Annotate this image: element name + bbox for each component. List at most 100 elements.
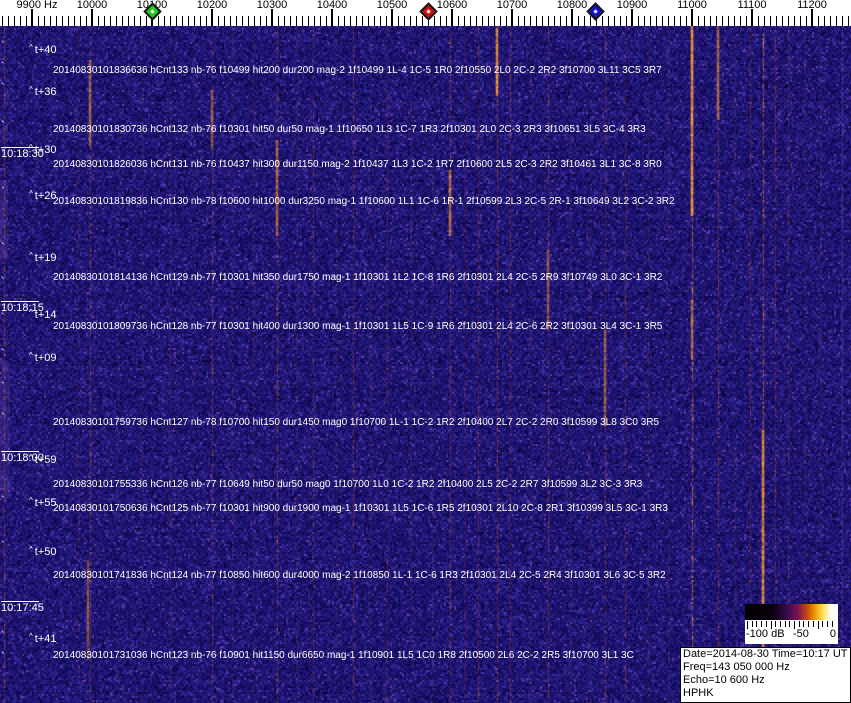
minor-tick bbox=[404, 16, 405, 26]
minor-tick bbox=[596, 16, 597, 26]
event-data-line: 20140830101819836 hCnt130 nb-78 f10600 h… bbox=[53, 196, 675, 207]
caret-icon: ^ bbox=[29, 143, 33, 152]
event-time-offset: ^ t+36 bbox=[29, 85, 56, 98]
caret-icon: ^ bbox=[29, 251, 33, 260]
minor-tick bbox=[314, 16, 315, 26]
minor-tick bbox=[98, 16, 99, 26]
event-data-line: 20140830101826036 hCnt131 nb-76 f10437 h… bbox=[53, 159, 662, 170]
time-label: 10:18:30 bbox=[1, 147, 44, 160]
colorbar-tick bbox=[808, 621, 810, 627]
frequency-label: 10700 bbox=[496, 0, 528, 11]
event-time-offset: ^ t+59 bbox=[29, 453, 57, 466]
minor-tick bbox=[62, 16, 63, 26]
minor-tick bbox=[788, 16, 789, 26]
event-data-line: 20140830101814136 hCnt129 nb-77 f10301 h… bbox=[53, 272, 663, 283]
minor-tick bbox=[296, 16, 297, 26]
minor-tick bbox=[218, 16, 219, 26]
minor-tick bbox=[20, 16, 21, 26]
major-tick bbox=[751, 9, 753, 26]
frequency-ruler: 9900 Hz100001010010200103001040010500106… bbox=[0, 0, 851, 26]
event-data-line: 20140830101731036 hCnt123 nb-76 f10901 h… bbox=[53, 650, 634, 661]
event-data-line: 20140830101830736 hCnt132 nb-76 f10301 h… bbox=[53, 124, 646, 135]
colorbar-ticks bbox=[745, 620, 838, 629]
minor-tick bbox=[86, 16, 87, 26]
time-tick-mark: ` bbox=[1, 186, 5, 198]
minor-tick bbox=[134, 16, 135, 26]
minor-tick bbox=[242, 16, 243, 26]
minor-tick bbox=[656, 16, 657, 26]
minor-tick bbox=[542, 16, 543, 26]
event-time-offset: ^ t+55 bbox=[29, 496, 56, 509]
minor-tick bbox=[764, 16, 765, 26]
time-tick-mark: ` bbox=[1, 120, 5, 132]
minor-tick bbox=[626, 16, 627, 26]
minor-tick bbox=[434, 16, 435, 26]
minor-tick bbox=[728, 16, 729, 26]
minor-tick bbox=[668, 16, 669, 26]
event-time-offset-label: t+59 bbox=[34, 454, 57, 466]
minor-tick bbox=[386, 16, 387, 26]
caret-icon: ^ bbox=[29, 308, 33, 317]
caret-icon: ^ bbox=[29, 632, 33, 641]
minor-tick bbox=[710, 16, 711, 26]
event-data-line: 20140830101759736 hCnt127 nb-78 f10700 h… bbox=[53, 417, 660, 428]
major-tick bbox=[31, 9, 33, 26]
frequency-label: 10300 bbox=[256, 0, 288, 11]
minor-tick bbox=[482, 16, 483, 26]
minor-tick bbox=[704, 16, 705, 26]
time-tick-mark: ` bbox=[1, 381, 5, 393]
major-tick bbox=[811, 9, 813, 26]
time-tick-mark: ` bbox=[1, 40, 5, 52]
event-data-line: 20140830101836636 hCnt133 nb-76 f10499 h… bbox=[53, 65, 662, 76]
minor-tick bbox=[230, 16, 231, 26]
minor-tick bbox=[524, 16, 525, 26]
major-tick bbox=[631, 9, 633, 26]
minor-tick bbox=[614, 16, 615, 26]
minor-tick bbox=[110, 16, 111, 26]
minor-tick bbox=[122, 16, 123, 26]
minor-tick bbox=[770, 16, 771, 26]
minor-tick bbox=[488, 16, 489, 26]
minor-tick bbox=[380, 16, 381, 26]
minor-tick bbox=[26, 16, 27, 26]
minor-tick bbox=[590, 16, 591, 26]
minor-tick bbox=[170, 16, 171, 26]
minor-tick bbox=[416, 16, 417, 26]
colorbar-tick bbox=[751, 621, 753, 627]
colorbar-tick bbox=[812, 621, 814, 627]
info-line: Freq=143 050 000 Hz bbox=[683, 661, 790, 673]
info-line: HPHK bbox=[683, 687, 714, 699]
minor-tick bbox=[74, 16, 75, 26]
event-time-offset-label: t+50 bbox=[34, 546, 57, 558]
event-time-offset-label: t+26 bbox=[34, 190, 57, 202]
minor-tick bbox=[356, 16, 357, 26]
minor-tick bbox=[824, 16, 825, 26]
minor-tick bbox=[80, 16, 81, 26]
caret-icon: ^ bbox=[29, 496, 33, 505]
minor-tick bbox=[368, 16, 369, 26]
minor-tick bbox=[236, 16, 237, 26]
minor-tick bbox=[686, 16, 687, 26]
major-tick bbox=[571, 9, 573, 26]
frequency-label: 10500 bbox=[376, 0, 408, 11]
colorbar-tick bbox=[831, 621, 833, 627]
minor-tick bbox=[410, 16, 411, 26]
minor-tick bbox=[494, 16, 495, 26]
minor-tick bbox=[398, 16, 399, 26]
minor-tick bbox=[800, 16, 801, 26]
colorbar-tick bbox=[775, 621, 777, 627]
event-data-line: 20140830101750636 hCnt125 nb-77 f10301 h… bbox=[53, 503, 668, 514]
info-line: Date=2014-08-30 Time=10:17 UTC bbox=[683, 648, 848, 660]
minor-tick bbox=[554, 16, 555, 26]
minor-tick bbox=[182, 16, 183, 26]
event-time-offset-label: t+19 bbox=[34, 252, 57, 264]
colorbar-tick bbox=[798, 621, 800, 627]
colorbar-gradient bbox=[745, 604, 838, 620]
frequency-label: 10000 bbox=[76, 0, 108, 11]
minor-tick bbox=[176, 16, 177, 26]
minor-tick bbox=[518, 16, 519, 26]
colorbar-tick bbox=[784, 621, 786, 627]
minor-tick bbox=[734, 16, 735, 26]
minor-tick bbox=[8, 16, 9, 26]
minor-tick bbox=[698, 16, 699, 26]
